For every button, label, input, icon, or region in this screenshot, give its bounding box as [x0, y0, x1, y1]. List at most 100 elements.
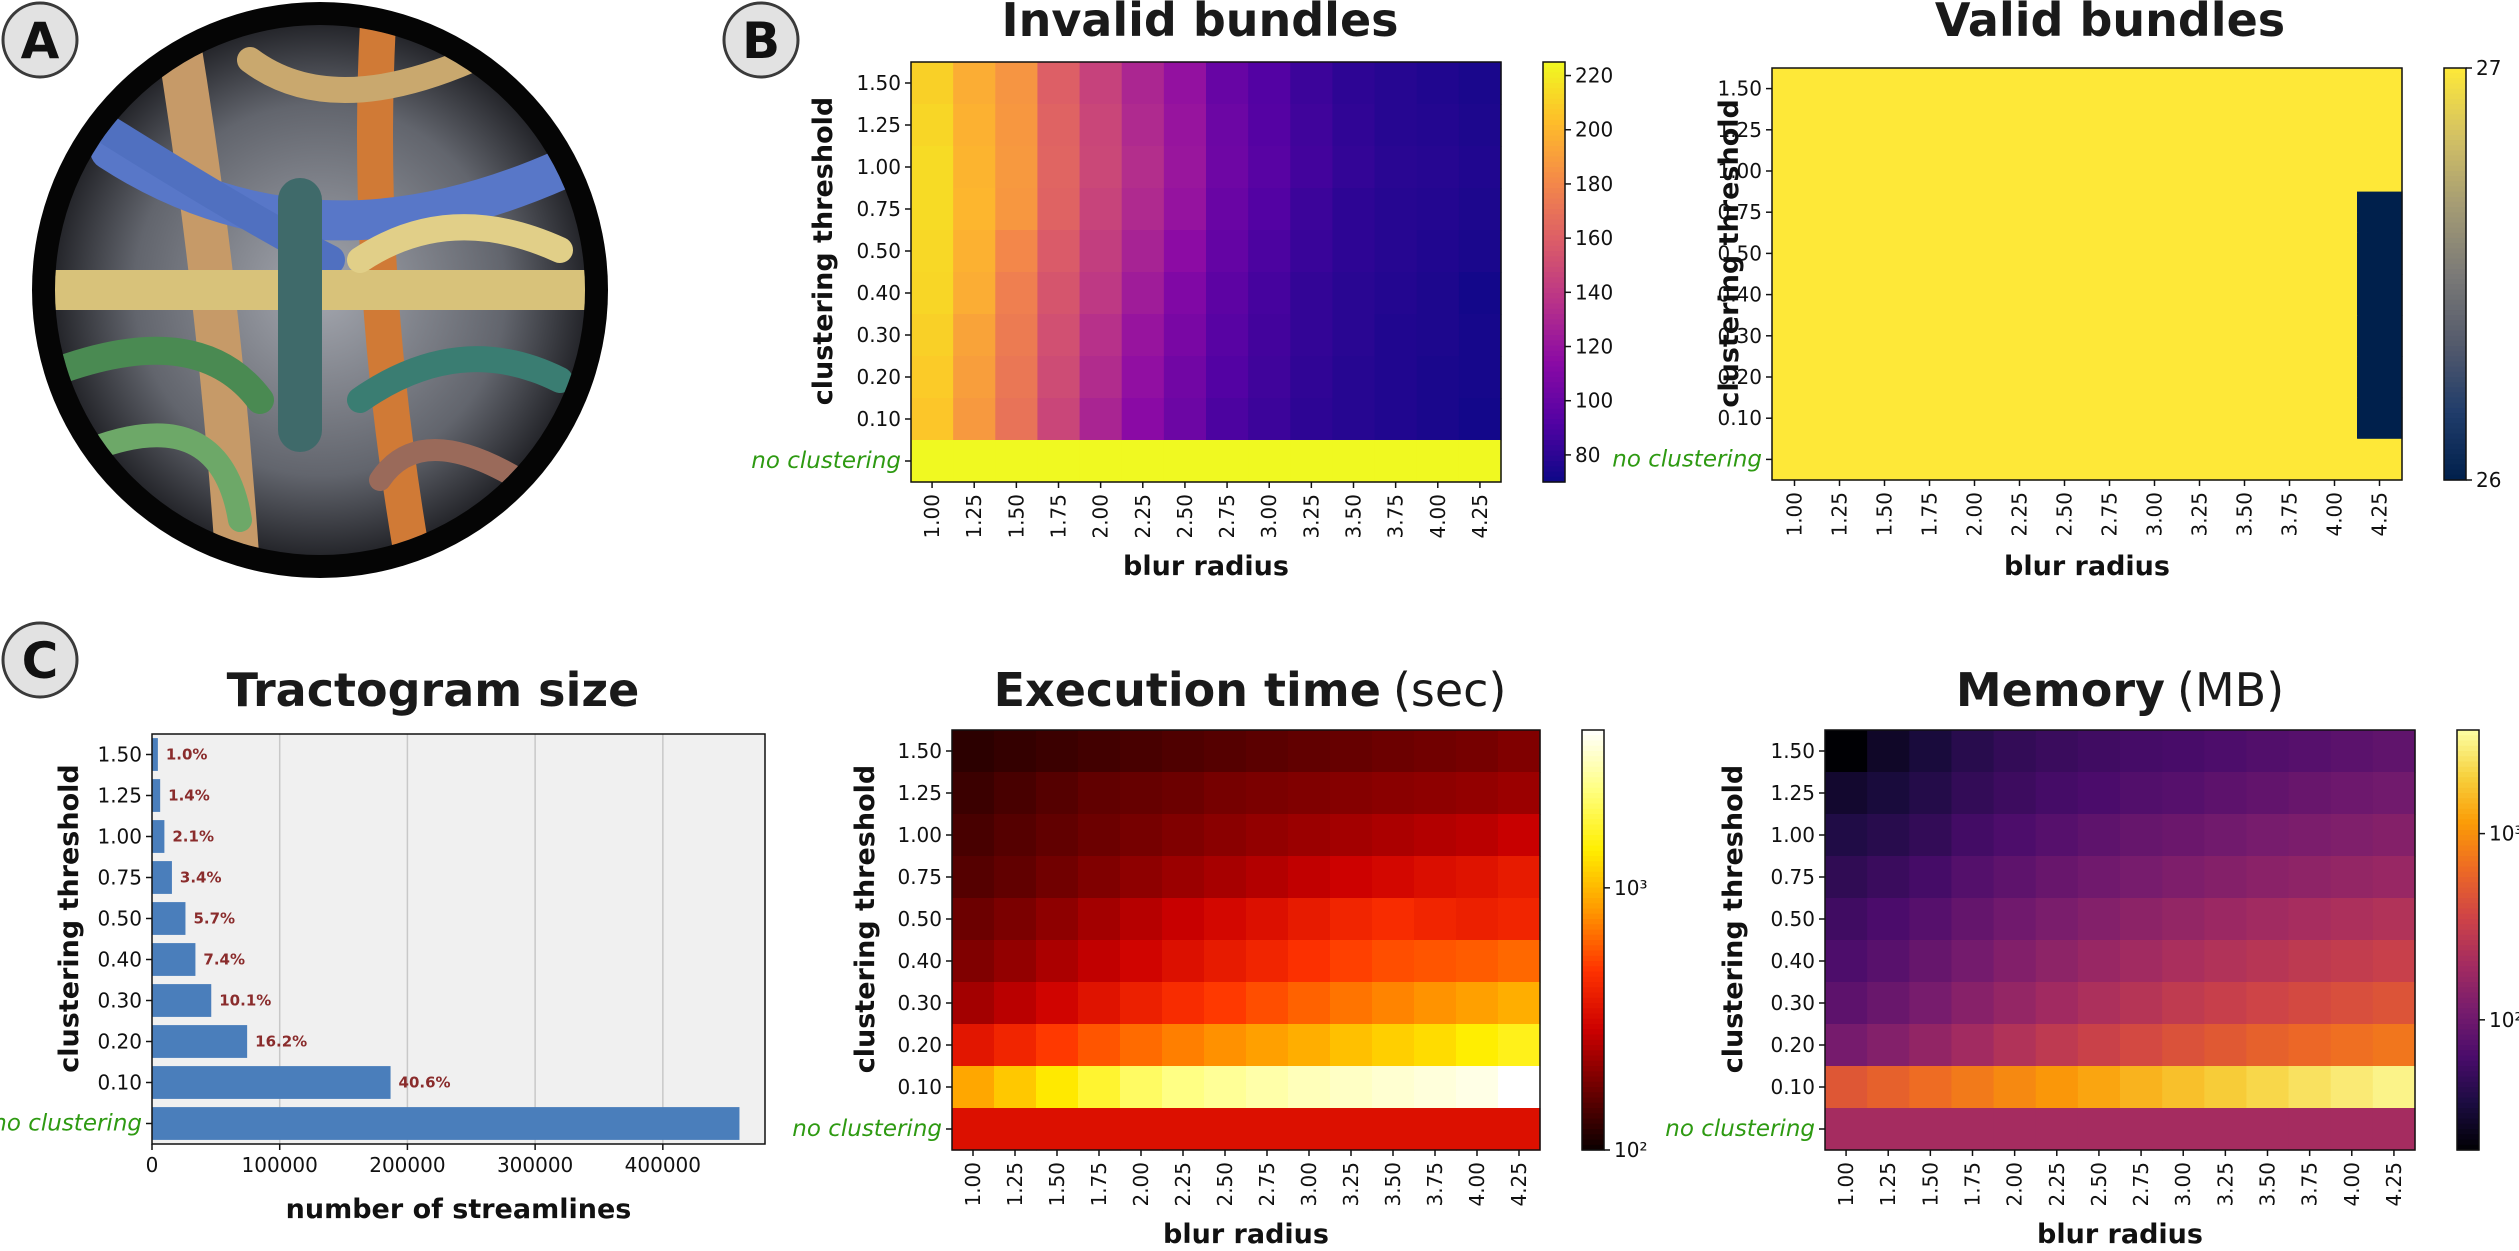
- colorbar-gradient-step: [2444, 284, 2466, 291]
- heatmap-cell: [1997, 68, 2043, 110]
- heatmap-cell: [2222, 315, 2268, 357]
- colorbar-gradient-step: [1543, 282, 1565, 289]
- colorbar-gradient-step: [2457, 1076, 2479, 1083]
- colorbar-gradient-step: [2457, 850, 2479, 857]
- colorbar-gradient-step: [1543, 403, 1565, 410]
- heatmap-cell: [2077, 898, 2121, 941]
- colorbar-gradient-step: [1543, 203, 1565, 210]
- colorbar-gradient-step: [2457, 808, 2479, 815]
- colorbar-gradient-step: [1582, 1055, 1604, 1062]
- heatmap-cell: [2267, 191, 2313, 234]
- heatmap-cell: [1079, 356, 1123, 399]
- heatmap-cell: [1120, 1024, 1163, 1067]
- colorbar-gradient-step: [2444, 98, 2466, 105]
- heatmap-cell: [1372, 898, 1415, 941]
- heatmap-cell: [953, 104, 996, 147]
- colorbar-gradient-step: [2444, 315, 2466, 321]
- colorbar-gradient-step: [2457, 1018, 2479, 1025]
- colorbar-gradient-step: [1543, 340, 1565, 347]
- bars-tractogram: [152, 738, 740, 1140]
- colorbar-gradient-step: [2457, 735, 2479, 742]
- heatmap-cell: [1332, 104, 1376, 147]
- heatmap-cell: [2267, 274, 2313, 316]
- heatmap-cell: [1037, 230, 1081, 273]
- heatmap-cell: [1456, 772, 1499, 815]
- heatmap-cell: [2035, 1066, 2079, 1109]
- heatmap-cell: [1332, 62, 1376, 105]
- panel-badge-a: A: [1, 1, 79, 79]
- colorbar-gradient-step: [1543, 240, 1565, 247]
- heatmap-cell: [2162, 730, 2205, 773]
- colorbar-gradient-step: [1582, 1018, 1604, 1025]
- bar-percent-label: 5.7%: [193, 910, 235, 928]
- colorbar-gradient-step: [2444, 227, 2466, 234]
- heatmap-cell: [1862, 397, 1908, 440]
- heatmap-cell: [1867, 940, 1910, 983]
- colorbar-gradient-step: [1543, 319, 1565, 326]
- bar: [152, 1025, 248, 1058]
- bar-percent-label: 10.1%: [219, 992, 271, 1010]
- y-tick-label: 0.75: [897, 865, 942, 889]
- heatmap-cell: [1416, 230, 1460, 273]
- y-tick-label: 0.50: [1717, 241, 1762, 265]
- colorbar-gradient-step: [2457, 1029, 2479, 1036]
- heatmap-cell: [1458, 440, 1502, 483]
- fiber-brown: [369, 439, 531, 491]
- heatmap-cell: [1772, 109, 1818, 151]
- heatmap-cell: [1204, 772, 1247, 815]
- heatmap-cell: [953, 314, 996, 357]
- colorbar-gradient-step: [2444, 351, 2466, 357]
- colorbar-gradient-step: [1543, 235, 1565, 242]
- heatmap-cell: [911, 314, 954, 357]
- heatmap-cell: [1997, 438, 2043, 481]
- heatmap-cell: [1952, 274, 1998, 316]
- heatmap-cell: [2132, 438, 2178, 481]
- colorbar-gradient-step: [2444, 418, 2466, 424]
- heatmap-cell: [1456, 730, 1499, 773]
- heatmap-cell: [1163, 398, 1207, 441]
- heatmap-cell: [1037, 146, 1081, 189]
- colorbar-gradient-step: [1543, 345, 1565, 352]
- heatmap-cell: [2357, 274, 2403, 316]
- heatmap-cell: [1952, 232, 1998, 275]
- heatmap-cell: [2372, 856, 2416, 899]
- colorbar-gradient-step: [2457, 966, 2479, 973]
- heatmap-cell: [1288, 1108, 1331, 1151]
- x-tick-label: 1.75: [1047, 494, 1071, 539]
- heatmap-cell: [2162, 1066, 2205, 1109]
- heatmap-cell: [2077, 856, 2121, 899]
- colorbar-gradient-step: [2457, 903, 2479, 910]
- heatmap-cell: [1037, 272, 1081, 315]
- colorbar-gradient-step: [2457, 934, 2479, 941]
- x-tick-label: 1.50: [1873, 492, 1897, 537]
- heatmap-cell: [1037, 62, 1081, 105]
- colorbar-gradient-step: [2457, 940, 2479, 946]
- colorbar-gradient-step: [1543, 398, 1565, 404]
- heatmap-cell: [1120, 898, 1163, 941]
- heatmap-cell: [1246, 940, 1289, 983]
- heatmap-cell: [2035, 814, 2079, 857]
- heatmap-cell: [2288, 730, 2332, 773]
- heatmap-cell: [1163, 230, 1207, 273]
- colorbar-gradient-step: [2457, 798, 2479, 805]
- y-tick-label: 0.10: [1770, 1075, 1815, 1099]
- heatmap-cell: [995, 398, 1039, 441]
- bar-percent-label: 2.1%: [172, 828, 214, 846]
- heatmap-cell: [1867, 814, 1910, 857]
- heatmap-cell: [1772, 356, 1818, 399]
- heatmap-cell: [1037, 104, 1081, 147]
- heatmap-cell: [2042, 356, 2088, 399]
- heatmap-cell: [1078, 982, 1121, 1025]
- y-tick-label: 1.00: [97, 825, 142, 849]
- colorbar-gradient-step: [1582, 929, 1604, 936]
- panel-label-c: C: [22, 632, 59, 690]
- heatmap-cell: [1206, 440, 1249, 483]
- bar: [152, 861, 172, 894]
- heatmap-cell: [1372, 772, 1415, 815]
- y-tick-label: 0.30: [1770, 991, 1815, 1015]
- colorbar-gradient-step: [1543, 135, 1565, 142]
- x-tick-label: 2.50: [2053, 492, 2077, 537]
- heatmap-cell: [2162, 814, 2205, 857]
- heatmap-cell: [1374, 188, 1418, 231]
- colorbar-gradient-step: [2444, 459, 2466, 466]
